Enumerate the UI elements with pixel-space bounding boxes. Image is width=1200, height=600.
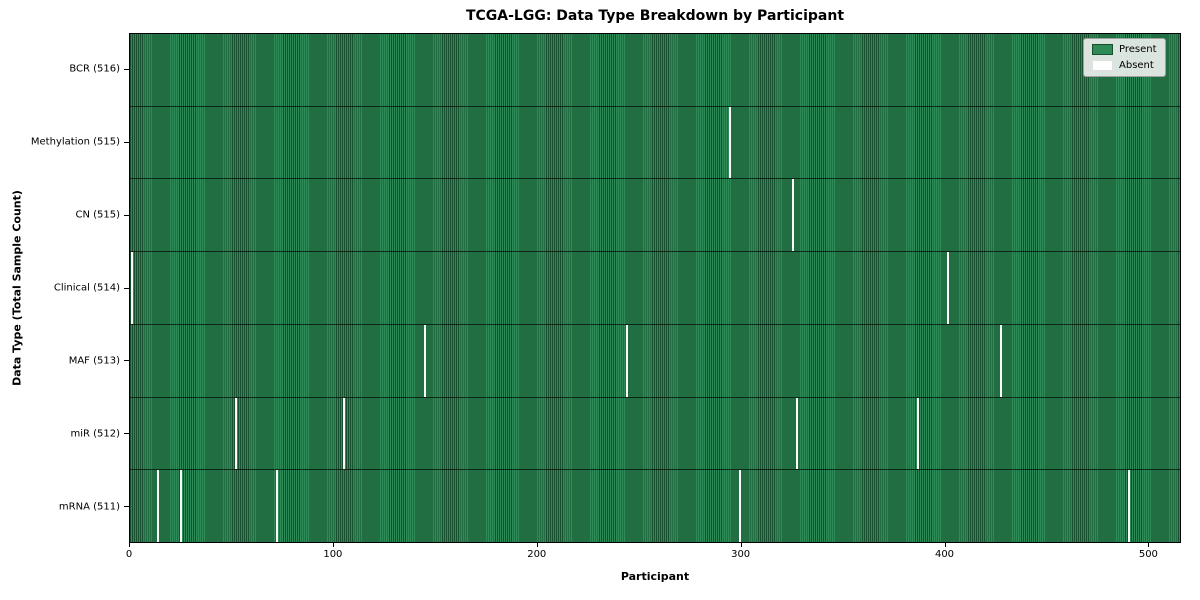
legend-swatch-icon <box>1092 44 1113 55</box>
x-tick-label: 100 <box>323 549 343 560</box>
data-type-row-MAF <box>130 324 1180 398</box>
x-tick-mark <box>536 543 538 547</box>
y-tick-mark <box>124 360 129 362</box>
legend-item-absent: Absent <box>1092 60 1157 71</box>
y-tick-mark <box>124 433 129 435</box>
y-tick-marks <box>124 33 129 543</box>
absent-marker <box>157 470 160 543</box>
absent-marker <box>729 106 732 179</box>
y-tick-label: CN (515) <box>75 209 120 221</box>
absent-marker <box>179 470 182 543</box>
x-tick-mark <box>740 543 742 547</box>
y-tick-mark <box>124 68 129 70</box>
legend: Present Absent <box>1083 38 1166 77</box>
y-tick-label: Methylation (515) <box>30 136 120 148</box>
x-tick-label: 500 <box>1138 549 1158 560</box>
absent-marker <box>342 397 345 470</box>
x-tick-label: 200 <box>527 549 547 560</box>
data-type-row-miR <box>130 397 1180 471</box>
absent-marker <box>625 324 628 397</box>
y-tick-label: BCR (516) <box>69 63 120 75</box>
x-axis-label: Participant <box>620 570 690 583</box>
legend-item-present: Present <box>1092 44 1157 55</box>
y-tick-mark <box>124 287 129 289</box>
data-type-row-CN <box>130 179 1180 253</box>
y-tick-labels: BCR (516) Methylation (515) CN (515) Clinic… <box>0 33 120 543</box>
absent-marker <box>424 324 427 397</box>
legend-swatch-icon <box>1092 60 1113 71</box>
data-type-row-Methylation <box>130 106 1180 180</box>
y-tick-mark <box>124 141 129 143</box>
x-tick-label: 400 <box>934 549 955 560</box>
y-tick-label: MAF (513) <box>68 355 120 367</box>
y-tick-label: miR (512) <box>70 428 120 440</box>
legend-label: Absent <box>1119 60 1154 71</box>
y-tick-label: mRNA (511) <box>58 501 120 513</box>
absent-marker <box>792 179 795 252</box>
x-tick-mark <box>332 543 334 547</box>
plot-area <box>129 33 1181 543</box>
absent-marker <box>947 252 950 324</box>
y-tick-mark <box>124 214 129 216</box>
absent-marker <box>275 470 278 543</box>
y-tick-mark <box>124 506 129 508</box>
x-axis: 0 100 200 300 400 500 <box>125 543 1181 567</box>
data-type-row-mRNA <box>130 470 1180 543</box>
absent-marker <box>739 470 742 543</box>
absent-marker <box>796 397 799 470</box>
x-tick-mark <box>1148 543 1150 547</box>
legend-label: Present <box>1119 44 1157 55</box>
x-tick-mark <box>944 543 946 547</box>
absent-marker <box>916 397 919 470</box>
x-tick-label: 300 <box>731 549 751 560</box>
y-tick-label: Clinical (514) <box>53 282 120 294</box>
chart-title: TCGA-LGG: Data Type Breakdown by Partici… <box>465 8 845 24</box>
x-tick-label: 0 <box>125 549 133 560</box>
absent-marker <box>1128 470 1131 543</box>
data-type-row-Clinical <box>130 252 1180 325</box>
x-tick-mark <box>129 543 130 547</box>
data-type-row-BCR <box>130 34 1180 107</box>
absent-marker <box>131 252 134 324</box>
absent-marker <box>234 397 237 470</box>
absent-marker <box>999 324 1002 397</box>
